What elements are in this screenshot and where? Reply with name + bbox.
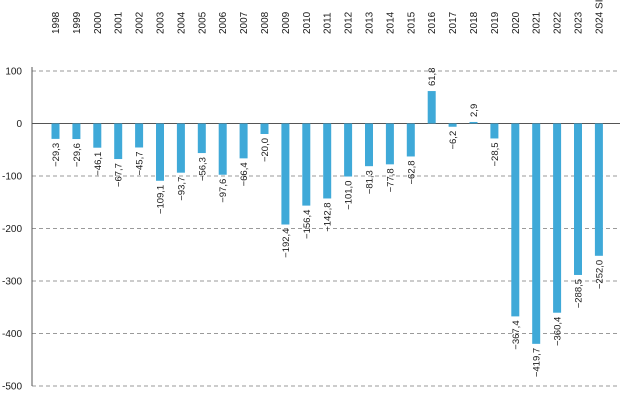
data-label: −62,8 [406,160,417,184]
data-label: −192,4 [281,229,292,258]
x-tick-label: 2017 [448,11,459,34]
bar [511,123,520,317]
bar [156,123,164,181]
bar [281,123,290,225]
data-label: −56,3 [197,157,208,181]
x-tick-label: 2014 [385,11,396,34]
y-tick-label: 0 [16,119,22,130]
data-label: −93,7 [176,177,187,201]
data-label: −156,4 [302,210,313,239]
y-tick-label: -500 [2,382,22,393]
x-tick-label: 2016 [427,11,438,34]
data-label: −419,7 [532,348,543,377]
data-label: 2,9 [469,104,480,117]
x-tick-label: 2019 [490,11,501,34]
x-tick-label: 2003 [156,11,167,34]
bar [176,123,185,173]
bar [490,123,499,139]
bar [135,123,144,148]
x-tick-label: 2002 [135,11,146,34]
x-tick-label: 2009 [281,11,292,34]
data-label: −288,5 [574,279,585,308]
data-labels: −29,3 −29,6 −46,1 −67,7 −45,7 −109,1 −93,7 −56,… [51,68,605,378]
bar [427,91,436,124]
x-tick-label: 2001 [114,11,125,34]
data-label: −77,8 [385,168,396,192]
bar [72,123,81,140]
bar [323,123,332,199]
x-tick-label: 2012 [344,11,355,34]
bar [218,123,227,175]
x-tick-label: 1998 [51,11,62,34]
x-tick-label: 2020 [511,11,522,34]
x-tick-label: 2021 [532,11,543,34]
y-axis-ticks: 100 0 -100 -200 -300 -400 -500 [2,67,22,393]
bar [594,123,603,256]
data-label: −29,6 [72,143,83,167]
x-tick-label: 2000 [93,11,104,34]
bar [553,123,562,313]
bar [260,123,269,134]
bar [302,123,311,206]
bar [532,123,541,344]
x-tick-label: 2024 SI [594,0,605,34]
y-tick-label: -300 [2,277,22,288]
bar [344,123,353,177]
data-label: −367,4 [511,320,522,349]
data-label: −109,1 [156,185,167,214]
x-tick-label: 2022 [553,11,564,34]
data-label: 61,8 [427,68,438,87]
data-label: −20,0 [260,138,271,162]
data-label: −97,6 [218,179,229,203]
x-tick-label: 2011 [323,12,334,34]
x-tick-label: 2007 [239,11,250,34]
bar [574,123,582,275]
bar [365,123,373,167]
bars [51,91,603,344]
y-tick-label: 100 [5,67,22,78]
bar [114,123,123,160]
x-tick-label: 2018 [469,11,480,34]
data-label: −29,3 [51,143,62,167]
y-tick-label: -100 [2,172,22,183]
bar [93,123,102,148]
data-label: −46,1 [93,152,104,176]
data-label: −142,8 [323,202,334,231]
data-label: −45,7 [135,151,146,175]
x-tick-label: 1999 [72,11,83,34]
bar [385,123,394,165]
bar [239,123,248,159]
bar [448,123,457,127]
data-label: −66,4 [239,162,250,186]
bar [406,123,415,157]
bar [197,123,206,154]
x-tick-label: 2023 [574,11,585,34]
data-label: −6,2 [448,131,459,150]
data-label: −101,0 [344,181,355,210]
x-tick-label: 2006 [218,11,229,34]
x-tick-label: 2015 [406,11,417,34]
bar [469,121,478,124]
x-tick-label: 2005 [197,11,208,34]
data-label: −81,3 [365,170,376,194]
y-tick-label: -200 [2,224,22,235]
data-label: −67,7 [114,163,125,187]
data-label: −360,4 [553,317,564,346]
x-tick-label: 2004 [176,11,187,34]
data-label: −252,0 [594,260,605,289]
x-tick-label: 2008 [260,11,271,34]
bar [51,123,60,139]
data-label: −28,5 [490,142,501,166]
y-tick-label: -400 [2,329,22,340]
x-tick-label: 2013 [365,11,376,34]
x-axis-ticks: 1998 1999 2000 2001 2002 2003 2004 2005 2006 2007… [51,0,605,34]
x-tick-label: 2010 [302,11,313,34]
